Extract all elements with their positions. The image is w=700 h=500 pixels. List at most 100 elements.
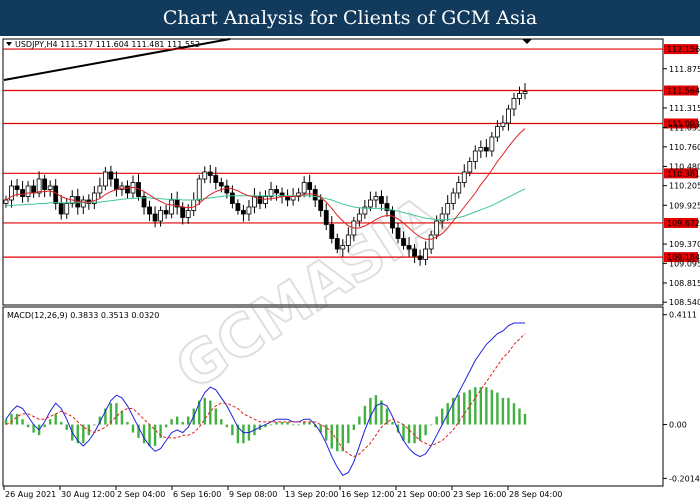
macd-histogram-bar xyxy=(291,424,295,426)
level-label: 109.184 xyxy=(667,253,700,262)
candle-body xyxy=(401,238,406,246)
price-tick-label: 109.095 xyxy=(669,259,700,268)
candle-body xyxy=(285,196,290,201)
candle-body xyxy=(36,178,42,194)
candle-body xyxy=(379,196,384,204)
candle-body xyxy=(252,196,257,208)
macd-histogram-bar xyxy=(203,397,206,425)
macd-histogram-bar xyxy=(175,416,179,425)
candle-body xyxy=(185,210,191,218)
candle-body xyxy=(329,224,335,239)
candle-body xyxy=(125,185,130,194)
symbol-info: USDJPY,H4 111.517 111.604 111.481 111.55… xyxy=(15,40,200,49)
macd-tick-label: 0.4111 xyxy=(669,311,697,320)
x-tick-label: 9 Sep 08:00 xyxy=(229,490,277,499)
candle-body xyxy=(147,206,152,215)
macd-histogram-bar xyxy=(336,424,339,452)
candle-body xyxy=(42,178,48,190)
ma-slow-line xyxy=(6,188,526,221)
macd-pane xyxy=(2,306,664,487)
macd-histogram-bar xyxy=(313,424,317,428)
candle-body xyxy=(506,108,511,124)
candle-body xyxy=(489,136,495,152)
macd-histogram-bar xyxy=(523,413,527,425)
candle-body xyxy=(307,182,313,190)
macd-info: MACD(12,26,9) 0.3833 0.3513 0.0320 xyxy=(7,311,159,320)
macd-histogram-bar xyxy=(153,424,157,446)
candle-body xyxy=(268,189,274,197)
macd-histogram-bar xyxy=(429,424,433,426)
price-tick-label: 109.370 xyxy=(669,240,700,249)
macd-histogram-bar xyxy=(242,424,245,444)
candle-body xyxy=(445,203,451,215)
macd-histogram-bar xyxy=(159,424,162,438)
candle-body xyxy=(20,189,25,197)
level-badge xyxy=(664,44,698,55)
macd-histogram-bar xyxy=(418,424,422,441)
level-badge xyxy=(664,217,698,228)
candle-body xyxy=(196,178,202,201)
macd-line xyxy=(5,322,525,476)
candle-body xyxy=(180,206,186,218)
candle-body xyxy=(169,199,175,215)
macd-histogram-bar xyxy=(396,424,400,433)
price-tick-label: 108.815 xyxy=(669,279,700,288)
candle-body xyxy=(202,171,208,180)
chart-header: Chart Analysis for Clients of GCM Asia xyxy=(0,0,700,36)
x-tick-label: 13 Sep 20:00 xyxy=(285,490,338,499)
macd-histogram-bar xyxy=(391,421,394,425)
candle-body xyxy=(163,210,169,215)
macd-histogram-bar xyxy=(10,413,13,425)
macd-histogram-bar xyxy=(435,416,438,425)
macd-histogram-bar xyxy=(501,397,505,425)
candle-body xyxy=(31,185,37,194)
candle-body xyxy=(257,196,263,204)
macd-histogram-bar xyxy=(104,408,107,425)
candle-body xyxy=(340,245,346,250)
candle-body xyxy=(472,150,478,162)
macd-histogram-bar xyxy=(120,411,124,425)
level-label: 110.381 xyxy=(667,169,700,178)
candle-body xyxy=(373,196,379,201)
candle-body xyxy=(406,245,412,250)
macd-histogram-bar xyxy=(286,421,289,425)
dropdown-triangle-icon xyxy=(6,42,12,46)
x-tick-label: 2 Sep 04:00 xyxy=(117,490,165,499)
level-badge xyxy=(664,168,698,179)
macd-histogram-bar xyxy=(302,421,306,425)
x-tick-label: 28 Sep 04:00 xyxy=(509,490,562,499)
candle-body xyxy=(241,210,246,215)
macd-histogram-bar xyxy=(280,421,284,425)
candle-body xyxy=(301,182,307,194)
macd-histogram-bar xyxy=(32,424,35,433)
macd-histogram-bar xyxy=(385,408,389,425)
candle-body xyxy=(263,196,268,204)
candle-body xyxy=(384,203,390,211)
macd-histogram-bar xyxy=(363,405,367,425)
macd-histogram-bar xyxy=(115,403,118,425)
price-tick-label: 108.540 xyxy=(669,298,700,307)
macd-histogram-bar xyxy=(518,408,521,425)
x-tick-label: 21 Sep 00:00 xyxy=(397,490,450,499)
macd-histogram-bar xyxy=(452,397,455,425)
chart-title: Chart Analysis for Clients of GCM Asia xyxy=(162,7,538,29)
macd-histogram-bar xyxy=(109,403,113,425)
candle-body xyxy=(362,206,368,215)
candle-body xyxy=(517,93,522,99)
scroll-marker-icon xyxy=(522,39,532,44)
macd-histogram-bar xyxy=(325,424,328,441)
x-tick-label: 6 Sep 16:00 xyxy=(173,490,221,499)
x-tick-label: 30 Aug 12:00 xyxy=(61,490,115,499)
macd-histogram-bar xyxy=(142,424,146,444)
macd-histogram-bar xyxy=(347,424,350,444)
x-tick-label: 16 Sep 12:00 xyxy=(341,490,394,499)
candle-body xyxy=(246,206,252,215)
signal-line xyxy=(5,333,526,458)
macd-histogram-bar xyxy=(209,400,212,425)
macd-histogram-bar xyxy=(468,389,471,425)
price-tick-label: 111.315 xyxy=(669,104,700,113)
candle-body xyxy=(467,161,473,173)
candle-body xyxy=(318,199,324,211)
level-label: 111.093 xyxy=(667,119,700,128)
macd-histogram-bar xyxy=(424,424,427,436)
